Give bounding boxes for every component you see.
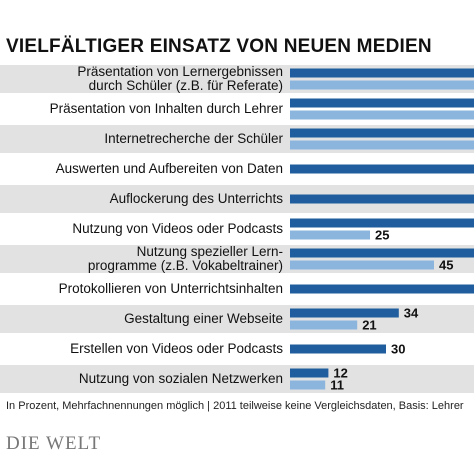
- bar: [290, 164, 474, 174]
- footnote: In Prozent, Mehrfachnennungen möglich | …: [6, 400, 464, 412]
- category-label: Gestaltung einer Webseite: [124, 311, 283, 326]
- category-label: Präsentation von Lernergebnissen durch S…: [77, 64, 283, 93]
- value-label: 21: [362, 317, 376, 332]
- chart-title: VIELFÄLTIGER EINSATZ VON NEUEN MEDIEN: [6, 36, 432, 57]
- bar: [290, 128, 474, 138]
- category-label: Erstellen von Videos oder Podcasts: [70, 341, 283, 356]
- bar: [290, 308, 399, 318]
- category-label: Auswerten und Aufbereiten von Daten: [55, 161, 283, 176]
- value-label: 12: [333, 365, 347, 380]
- bar: [290, 218, 474, 228]
- value-label: 45: [439, 257, 453, 272]
- value-label: 11: [330, 377, 344, 392]
- category-label: Nutzung von sozialen Netzwerken: [78, 371, 283, 386]
- category-label: Nutzung spezieller Lern- programme (z.B.…: [87, 244, 283, 273]
- bar: [290, 260, 434, 270]
- bar: [290, 194, 474, 204]
- category-label: Nutzung von Videos oder Podcasts: [72, 221, 283, 236]
- bar: [290, 140, 474, 150]
- value-label: 34: [404, 305, 419, 320]
- category-label: Auflockerung des Unterrichts: [109, 191, 283, 206]
- bar: [290, 230, 370, 240]
- bar: [290, 248, 474, 258]
- bar: [290, 380, 326, 390]
- bar: [290, 80, 474, 90]
- category-label: Präsentation von Inhalten durch Lehrer: [49, 101, 283, 116]
- bar: [290, 344, 386, 354]
- bar: [290, 110, 474, 120]
- bar: [290, 368, 329, 378]
- bar: [290, 98, 474, 108]
- bar: [290, 320, 358, 330]
- category-label: Protokollieren von Unterrichtsinhalten: [58, 281, 283, 296]
- category-label: Internetrecherche der Schüler: [104, 131, 283, 146]
- bar: [290, 284, 474, 294]
- source-logo: DIE WELT: [6, 433, 102, 454]
- row-band: [0, 365, 474, 393]
- value-label: 30: [391, 341, 405, 356]
- value-label: 25: [375, 227, 389, 242]
- bar: [290, 68, 474, 78]
